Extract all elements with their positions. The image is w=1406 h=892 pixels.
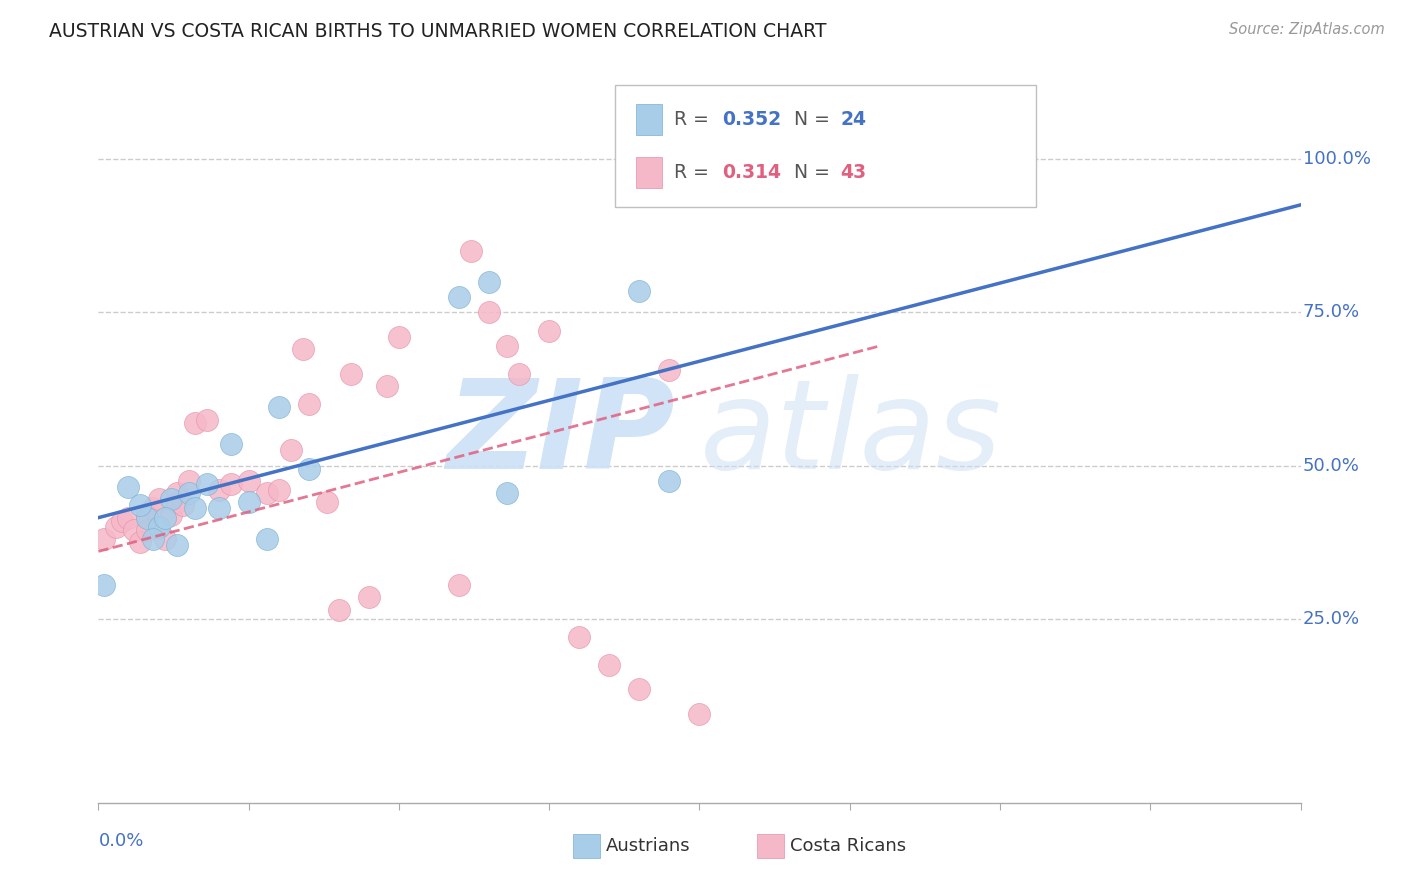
Point: [166, 495, 188, 509]
Point: [166, 538, 188, 552]
Point: [496, 339, 519, 353]
Point: [135, 508, 157, 522]
Point: [267, 401, 290, 415]
Point: [129, 535, 152, 549]
Point: [148, 520, 170, 534]
Point: [208, 501, 231, 516]
Point: [219, 437, 242, 451]
Text: Source: ZipAtlas.com: Source: ZipAtlas.com: [1229, 22, 1385, 37]
Point: [267, 483, 290, 497]
Point: [135, 510, 157, 524]
Point: [148, 492, 170, 507]
Point: [208, 483, 231, 497]
Text: 0.352: 0.352: [723, 111, 782, 129]
Point: [177, 486, 200, 500]
Point: [568, 630, 591, 644]
Point: [688, 706, 710, 721]
Point: [195, 476, 218, 491]
Point: [315, 495, 337, 509]
Point: [105, 520, 128, 534]
Point: [496, 486, 519, 500]
Point: [291, 342, 314, 356]
Text: Costa Ricans: Costa Ricans: [790, 838, 905, 855]
Point: [628, 682, 651, 697]
Point: [141, 501, 163, 516]
Text: 75.0%: 75.0%: [1303, 303, 1360, 321]
Text: 50.0%: 50.0%: [1303, 457, 1360, 475]
Text: 43: 43: [841, 162, 866, 182]
Point: [129, 499, 152, 513]
Text: 0.0%: 0.0%: [98, 832, 143, 850]
Point: [183, 501, 205, 516]
Text: Austrians: Austrians: [606, 838, 690, 855]
Point: [166, 486, 188, 500]
Point: [508, 367, 530, 381]
Point: [172, 499, 194, 513]
Text: 25.0%: 25.0%: [1303, 610, 1360, 628]
Text: 24: 24: [841, 111, 866, 129]
Point: [183, 416, 205, 430]
Point: [135, 523, 157, 537]
Point: [340, 367, 363, 381]
Point: [141, 532, 163, 546]
Point: [328, 602, 350, 616]
Text: R =: R =: [675, 111, 716, 129]
Point: [538, 324, 561, 338]
Point: [219, 476, 242, 491]
Point: [195, 412, 218, 426]
FancyBboxPatch shape: [636, 157, 662, 187]
Point: [111, 514, 134, 528]
Point: [658, 474, 681, 488]
Point: [298, 461, 321, 475]
Text: 0.314: 0.314: [723, 162, 782, 182]
Point: [238, 474, 260, 488]
Text: N =: N =: [794, 162, 837, 182]
FancyBboxPatch shape: [758, 834, 783, 858]
Point: [598, 657, 620, 672]
Point: [460, 244, 482, 258]
Point: [177, 474, 200, 488]
Point: [298, 397, 321, 411]
FancyBboxPatch shape: [616, 86, 1036, 207]
FancyBboxPatch shape: [574, 834, 600, 858]
Point: [238, 495, 260, 509]
Point: [153, 532, 176, 546]
Point: [256, 486, 278, 500]
Point: [117, 510, 139, 524]
Text: AUSTRIAN VS COSTA RICAN BIRTHS TO UNMARRIED WOMEN CORRELATION CHART: AUSTRIAN VS COSTA RICAN BIRTHS TO UNMARR…: [49, 22, 827, 41]
FancyBboxPatch shape: [636, 104, 662, 136]
Point: [388, 329, 411, 343]
Point: [959, 145, 981, 160]
Text: N =: N =: [794, 111, 837, 129]
Point: [93, 532, 115, 546]
Point: [628, 284, 651, 298]
Point: [357, 591, 380, 605]
Text: atlas: atlas: [699, 375, 1001, 495]
Point: [159, 508, 181, 522]
Point: [375, 378, 398, 392]
Point: [658, 363, 681, 377]
Text: R =: R =: [675, 162, 716, 182]
Point: [478, 275, 501, 289]
Text: ZIP: ZIP: [447, 375, 675, 495]
Point: [153, 510, 176, 524]
Point: [447, 578, 470, 592]
Point: [478, 305, 501, 319]
Point: [280, 443, 302, 458]
Point: [117, 480, 139, 494]
Text: 100.0%: 100.0%: [1303, 150, 1371, 168]
Point: [447, 290, 470, 304]
Point: [93, 578, 115, 592]
Point: [159, 492, 181, 507]
Point: [256, 532, 278, 546]
Point: [124, 523, 146, 537]
